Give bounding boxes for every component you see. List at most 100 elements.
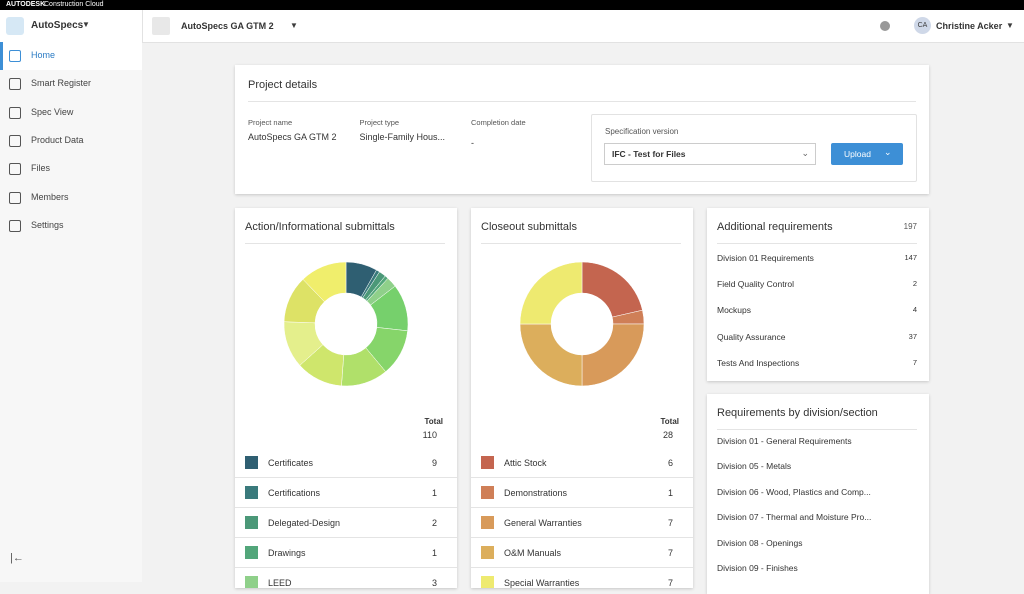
legend-name: Drawings xyxy=(268,548,306,558)
nav-label: Smart Register xyxy=(31,78,92,89)
legend-swatch xyxy=(245,456,258,469)
app-icon xyxy=(6,17,24,35)
requirement-count: 37 xyxy=(908,331,917,341)
field-label: Project type xyxy=(359,118,400,127)
header: AutoSpecs ▼ AutoSpecs GA GTM 2 ▼ CA Chri… xyxy=(0,10,1024,43)
legend-swatch xyxy=(245,546,258,559)
nav-item[interactable]: Home xyxy=(0,42,142,70)
nav-item[interactable]: Settings xyxy=(0,212,142,240)
divider xyxy=(235,507,457,508)
legend-name: Demonstrations xyxy=(504,488,568,498)
upload-button[interactable]: Upload ⌄ xyxy=(831,143,903,165)
legend-value: 6 xyxy=(667,458,673,468)
nav-item[interactable]: Product Data xyxy=(0,127,142,155)
division-link[interactable]: Division 07 - Thermal and Moisture Pro..… xyxy=(717,512,872,523)
divider xyxy=(471,507,693,508)
divider xyxy=(248,101,916,102)
legend-swatch xyxy=(245,516,258,529)
active-indicator xyxy=(0,42,3,70)
project-switcher[interactable]: AutoSpecs GA GTM 2 xyxy=(181,21,274,31)
donut-chart xyxy=(283,261,409,387)
total-value: 110 xyxy=(422,430,437,440)
caret: ▼ xyxy=(82,20,90,29)
division-link[interactable]: Division 05 - Metals xyxy=(717,461,792,472)
spec-label: Specification version xyxy=(605,127,679,136)
nav-icon xyxy=(9,163,21,176)
division-link[interactable]: Division 01 - General Requirements xyxy=(717,436,852,446)
nav-label: Members xyxy=(31,191,69,202)
requirement-count: 7 xyxy=(912,357,917,367)
closeout-card: Closeout submittals Total 28 Attic Stock 6 De… xyxy=(471,208,693,588)
requirement-count: 2 xyxy=(912,279,917,289)
legend-value: 7 xyxy=(667,548,673,558)
legend-swatch xyxy=(245,486,258,499)
field-value: - xyxy=(471,138,474,148)
legend-swatch xyxy=(481,546,494,559)
nav-icon xyxy=(9,191,21,204)
donut-chart xyxy=(519,261,645,387)
nav-item[interactable]: Spec View xyxy=(0,99,142,127)
nav-item[interactable]: Members xyxy=(0,184,142,212)
top-bar: AUTODESK Construction Cloud xyxy=(0,0,1024,10)
divider xyxy=(717,243,917,244)
spec-box: Specification version IFC - Test for Fil… xyxy=(591,114,917,182)
donut-slice xyxy=(581,261,643,318)
legend-name: Attic Stock xyxy=(504,458,547,468)
divider xyxy=(235,537,457,538)
brand-mark: AUTODESK xyxy=(6,1,46,8)
divider xyxy=(235,567,457,568)
nav-label: Settings xyxy=(31,219,64,230)
spec-select[interactable]: IFC - Test for Files ⌄ xyxy=(604,143,816,165)
card-title: Closeout submittals xyxy=(481,221,577,233)
sidebar: |← Home Smart Register Spec View Product Da… xyxy=(0,42,142,582)
nav-label: Files xyxy=(31,163,51,174)
action-card: Action/Informational submittals Total 110 C… xyxy=(235,208,457,588)
field-value: Single-Family Hous... xyxy=(359,132,446,142)
project-details-card: Project details Specification version IF… xyxy=(235,65,929,194)
donut-slice-unlisted xyxy=(302,261,347,303)
nav-item[interactable]: Smart Register xyxy=(0,70,142,98)
divider xyxy=(471,567,693,568)
division-link[interactable]: Division 08 - Openings xyxy=(717,537,803,548)
legend-name: Certificates xyxy=(268,458,314,468)
legend-swatch xyxy=(245,576,258,588)
legend-name: LEED xyxy=(268,578,292,588)
field-label: Project name xyxy=(248,118,293,127)
nav-label: Product Data xyxy=(31,134,84,145)
divider xyxy=(142,10,143,42)
upload-label: Upload xyxy=(844,149,871,159)
user-name[interactable]: Christine Acker xyxy=(936,21,1003,31)
nav-icon xyxy=(9,78,21,91)
card-title: Project details xyxy=(248,79,318,91)
requirement-name: Division 01 Requirements xyxy=(717,253,814,263)
legend-swatch xyxy=(481,516,494,529)
legend-value: 1 xyxy=(431,488,437,498)
divider xyxy=(235,477,457,478)
nav-icon xyxy=(9,219,21,232)
total-value: 28 xyxy=(662,430,673,440)
requirement-name: Mockups xyxy=(717,305,752,316)
nav-icon xyxy=(9,106,21,119)
app-switcher[interactable]: AutoSpecs xyxy=(31,20,84,31)
nav-item[interactable]: Files xyxy=(0,155,142,183)
division-link[interactable]: Division 06 - Wood, Plastics and Comp... xyxy=(717,486,871,497)
nav-label: Home xyxy=(31,50,56,60)
help-icon[interactable] xyxy=(880,21,890,31)
division-link[interactable]: Division 09 - Finishes xyxy=(717,563,798,573)
card-title: Additional requirements xyxy=(717,221,833,233)
legend-value: 1 xyxy=(431,548,437,558)
legend-name: Special Warranties xyxy=(504,578,580,588)
legend-name: O&M Manuals xyxy=(504,548,562,558)
donut-slice xyxy=(581,323,645,387)
caret: ▼ xyxy=(290,21,298,30)
requirement-name: Field Quality Control xyxy=(717,279,795,290)
total-label: Total xyxy=(424,417,443,426)
collapse-button[interactable]: |← xyxy=(10,552,24,564)
legend-name: Delegated-Design xyxy=(268,518,341,528)
avatar[interactable]: CA xyxy=(914,17,931,34)
divider xyxy=(471,477,693,478)
field-label: Completion date xyxy=(471,118,526,127)
caret: ⌄ xyxy=(801,148,809,158)
donut-slice xyxy=(519,261,583,325)
